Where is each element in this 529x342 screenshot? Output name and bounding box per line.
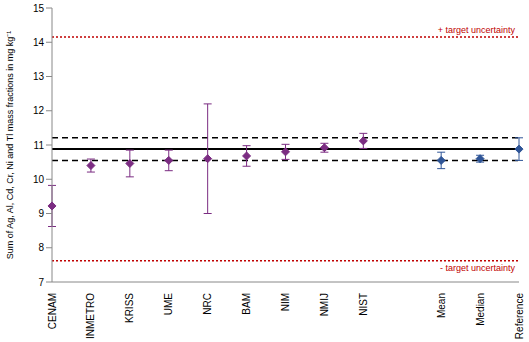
svg-text:10: 10: [33, 174, 45, 185]
svg-text:Mean: Mean: [436, 293, 447, 318]
svg-text:13: 13: [33, 71, 45, 82]
svg-text:Sum of Ag, Al, Cd, Cr, Ni and: Sum of Ag, Al, Cd, Cr, Ni and Tl mass fr…: [8, 31, 15, 259]
svg-text:NIST: NIST: [358, 293, 369, 316]
svg-text:+ target uncertainty: + target uncertainty: [438, 25, 516, 35]
svg-text:NMIJ: NMIJ: [319, 293, 330, 316]
svg-text:11: 11: [34, 140, 45, 151]
svg-text:NIM: NIM: [280, 293, 291, 311]
svg-text:CENAM: CENAM: [47, 293, 58, 329]
svg-text:UME: UME: [163, 293, 174, 316]
svg-text:7: 7: [38, 277, 44, 288]
svg-text:- target uncertainty: - target uncertainty: [440, 263, 516, 273]
svg-text:Median: Median: [475, 293, 486, 326]
svg-text:NRC: NRC: [202, 293, 213, 315]
svg-text:INMETRO: INMETRO: [85, 293, 96, 339]
svg-text:14: 14: [33, 37, 45, 48]
svg-text:8: 8: [38, 242, 44, 253]
svg-text:12: 12: [33, 105, 45, 116]
svg-text:KRISS: KRISS: [124, 293, 135, 323]
svg-text:15: 15: [33, 3, 45, 14]
svg-text:9: 9: [38, 208, 44, 219]
svg-text:BAM: BAM: [241, 293, 252, 315]
svg-text:Reference: Reference: [514, 293, 522, 340]
